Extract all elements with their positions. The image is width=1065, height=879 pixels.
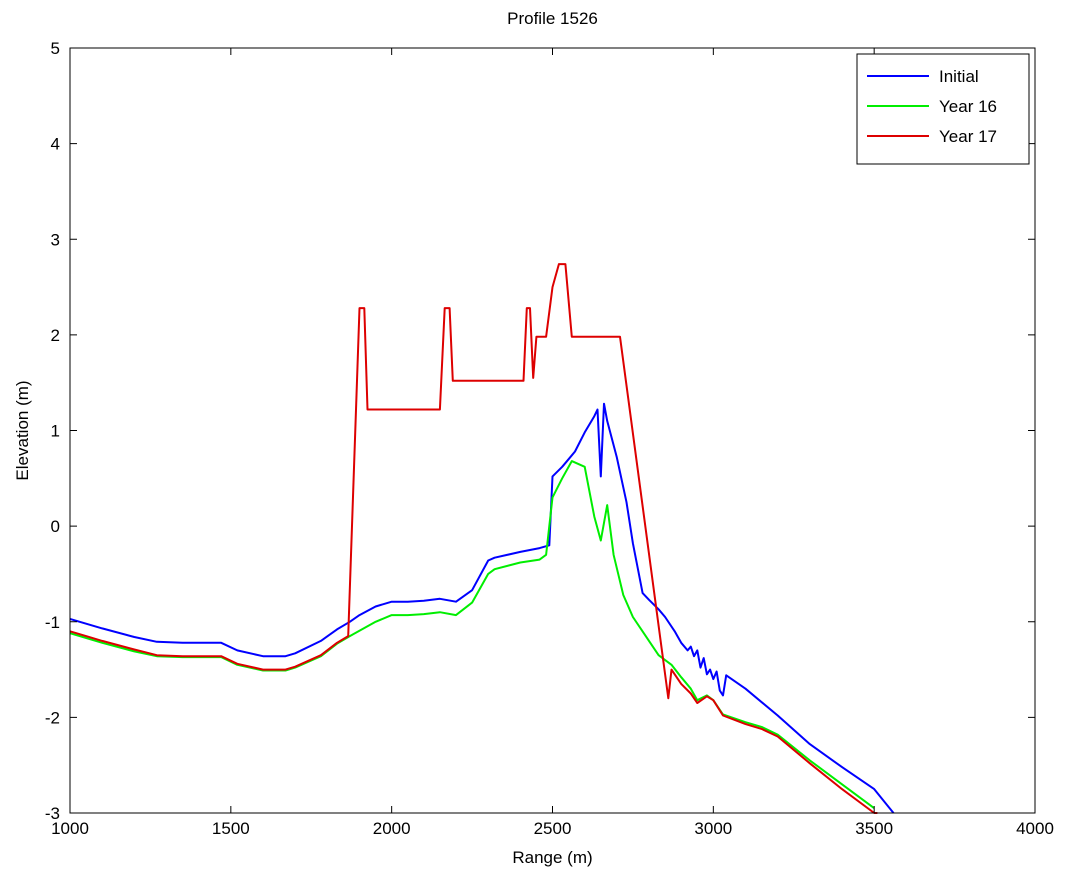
y-tick-label: 3 [51, 230, 60, 249]
tick-layer: 1000 1500 2000 2500 3000 3500 4000 -3 -2 -1 0 1 2 3 4 5 [45, 39, 1054, 838]
y-tick-label: 0 [51, 517, 60, 536]
y-tick-label: 5 [51, 39, 60, 58]
y-tick-label: -1 [45, 613, 60, 632]
x-tick-label: 3000 [694, 819, 732, 838]
y-axis-title: Elevation (m) [13, 380, 32, 480]
series-line-year-16 [69, 460, 875, 810]
x-tick-label: 2500 [534, 819, 572, 838]
x-axis-title: Range (m) [512, 848, 592, 867]
y-tick-label: 2 [51, 326, 60, 345]
legend-label: Year 17 [939, 127, 997, 146]
y-tick-label: 1 [51, 422, 60, 441]
y-tick-label: 4 [51, 135, 60, 154]
x-tick-label: 1500 [212, 819, 250, 838]
legend-label: Year 16 [939, 97, 997, 116]
series-line-year-17 [69, 263, 878, 814]
legend: Initial Year 16 Year 17 [856, 53, 1030, 165]
x-tick-label: 4000 [1016, 819, 1054, 838]
x-tick-label: 2000 [373, 819, 411, 838]
legend-label: Initial [939, 67, 979, 86]
chart-title: Profile 1526 [507, 9, 598, 28]
series-layer [69, 263, 895, 814]
y-tick-label: -3 [45, 804, 60, 823]
legend-box [856, 53, 1030, 165]
y-tick-label: -2 [45, 708, 60, 727]
x-tick-label: 1000 [51, 819, 89, 838]
x-tick-label: 3500 [855, 819, 893, 838]
series-line-initial [69, 402, 895, 814]
